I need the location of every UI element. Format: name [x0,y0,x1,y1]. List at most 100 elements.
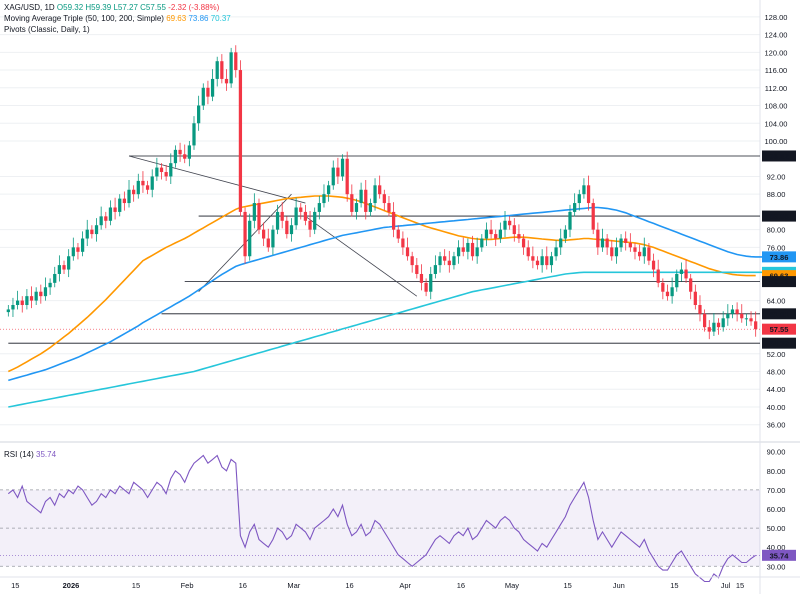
candle-body [433,265,438,274]
candle-body [39,291,43,297]
candle-body [670,287,674,297]
legend-row-ma: Moving Average Triple (50, 100, 200, Sim… [4,14,231,23]
candle-body [62,265,66,270]
x-tick-label: 15 [11,581,19,590]
candle-body [656,269,660,283]
candle-body [438,256,442,266]
y-tick-label: 128.00 [765,13,788,22]
candle-body [294,207,298,226]
candle-body [145,185,150,190]
candle-body [25,296,29,306]
candle-body [470,242,475,257]
x-tick-label: Feb [181,581,194,590]
legend-rsi-value: 35.74 [36,450,57,459]
candle-body [132,189,136,195]
candle-body [633,247,637,252]
y-tick-label: 100.00 [765,137,788,146]
candle-body [517,234,521,239]
price-flag [762,210,796,222]
price-flag [762,251,796,263]
rsi-y-tick-label: 50.00 [767,524,786,533]
candle-body [591,203,595,230]
candle-body [596,229,600,248]
candle-body [508,220,512,226]
candle-body [498,229,502,239]
candle-body [229,52,233,84]
ma100-line [8,206,765,382]
candle-body [303,211,308,221]
candle-body [280,211,284,221]
candle-body [679,269,684,274]
y-tick-label: 48.00 [767,368,786,377]
candle-body [243,211,247,257]
candle-body [707,327,711,332]
y-tick-label: 76.00 [767,243,786,252]
candle-body [726,313,730,319]
rsi-flag [762,549,796,561]
candle-body [605,238,609,248]
candle-body [624,238,628,243]
ma50-line [7,195,756,373]
candle-body [67,256,71,270]
candle-body [197,105,201,124]
trendline [128,155,306,204]
candle-body [387,203,391,212]
trendline [305,216,418,297]
legend-symbol: XAG/USD, 1D [4,3,55,12]
candle-body [480,238,484,248]
candle-body [712,322,716,332]
ma200-line [8,271,770,408]
candle-body [647,247,651,261]
candle-body [545,256,549,266]
candle-body [340,158,345,177]
candle-body [740,313,744,319]
candle-body [614,247,619,257]
legend-pivots: Pivots (Classic, Daily, 1) [4,25,90,34]
candle-body [563,229,567,239]
candle-body [178,149,182,155]
candle-body [94,225,99,235]
price-flag-label: 61.01 [770,310,789,319]
candle-body [80,238,85,252]
y-tick-label: 108.00 [765,102,788,111]
candle-body [350,194,354,212]
candle-body [201,87,205,106]
candle-body [183,154,187,159]
candle-body [48,282,52,288]
candle-body [173,149,178,164]
candle-body [192,123,196,146]
y-tick-label: 112.00 [765,84,787,93]
candle-body [489,229,493,235]
y-tick-label: 52.00 [767,350,786,359]
candle-body [252,203,256,221]
candle-body [721,318,725,328]
candle-body [266,238,270,248]
candle-body [317,203,321,212]
candle-body [577,194,581,204]
candle-body [257,203,261,230]
candle-body [405,247,410,257]
candle-body [299,207,303,212]
candle-body [628,242,632,248]
candle-body [368,203,373,212]
candle-body [20,300,24,306]
candle-body [285,220,289,235]
price-flag-label: 68.28 [770,278,789,287]
y-tick-label: 80.00 [767,226,786,235]
candle-body [313,211,317,230]
candle-body [600,238,605,248]
candle-body [322,194,326,204]
candle-body [159,167,164,173]
x-tick-label: Mar [287,581,300,590]
candle-body [573,203,577,212]
x-tick-label: 15 [564,581,572,590]
price-flag-label: 54.39 [770,339,789,348]
candle-body [6,309,10,313]
candle-body [354,203,359,212]
price-flag [762,150,796,162]
candle-body [535,260,540,266]
candle-body [466,242,470,252]
x-tick-label: Jun [613,581,625,590]
legend-row-pivots: Pivots (Classic, Daily, 1) [4,25,90,34]
